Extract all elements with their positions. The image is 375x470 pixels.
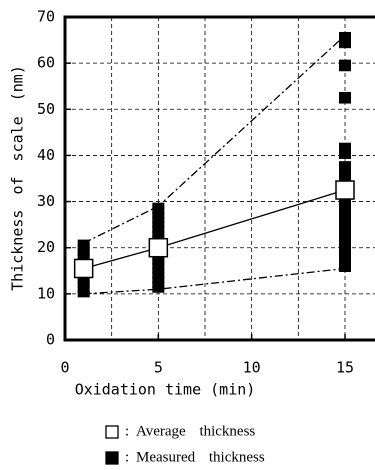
legend-separator: : bbox=[125, 423, 129, 439]
measured-point bbox=[339, 41, 351, 49]
measured-point bbox=[339, 142, 351, 150]
measured-point bbox=[77, 290, 90, 298]
measured-point bbox=[339, 225, 351, 233]
y-tick-label: 20 bbox=[37, 238, 55, 256]
y-tick-label: 30 bbox=[37, 192, 55, 210]
measured-point bbox=[339, 91, 351, 99]
x-tick-label: 15 bbox=[336, 359, 354, 377]
measured-point bbox=[77, 285, 90, 293]
measured-point bbox=[339, 234, 351, 242]
measured-point bbox=[339, 202, 351, 210]
measured-point bbox=[339, 258, 351, 266]
measured-point bbox=[152, 225, 165, 233]
y-tick-label: 50 bbox=[37, 100, 55, 118]
measured-point bbox=[152, 207, 165, 215]
measured-point bbox=[339, 198, 351, 206]
y-tick-label: 70 bbox=[37, 8, 55, 26]
measured-point bbox=[152, 276, 165, 284]
average-point bbox=[148, 237, 169, 258]
measured-point bbox=[339, 64, 351, 72]
legend-label: Measured thickness bbox=[136, 449, 265, 465]
legend-icon bbox=[105, 425, 119, 439]
measured-point bbox=[152, 285, 165, 293]
measured-point bbox=[152, 267, 165, 275]
average-point bbox=[73, 258, 94, 279]
measured-point bbox=[339, 165, 351, 173]
measured-point bbox=[339, 36, 351, 44]
measured-point bbox=[152, 230, 165, 238]
y-tick-label: 10 bbox=[37, 284, 55, 302]
measured-point bbox=[339, 175, 351, 182]
measured-point bbox=[339, 244, 351, 252]
measured-point bbox=[339, 230, 351, 238]
measured-point bbox=[152, 211, 165, 219]
measured-point bbox=[339, 59, 351, 67]
measured-point bbox=[77, 248, 90, 256]
measured-point bbox=[152, 262, 165, 270]
legend-separator: : bbox=[125, 449, 129, 465]
measured-point bbox=[339, 147, 351, 155]
measured-point bbox=[339, 31, 351, 39]
measured-point bbox=[152, 271, 165, 279]
measured-point bbox=[77, 276, 90, 284]
measured-point bbox=[77, 253, 90, 261]
y-axis-label: Thickness of scale (nm) bbox=[9, 65, 27, 291]
measured-point bbox=[77, 281, 90, 289]
measured-point bbox=[152, 281, 165, 289]
measured-point bbox=[152, 258, 165, 266]
measured-point bbox=[339, 216, 351, 224]
envelope-line bbox=[83, 267, 346, 295]
x-tick-label: 5 bbox=[154, 359, 163, 377]
y-tick-label: 60 bbox=[37, 54, 55, 72]
measured-point bbox=[152, 221, 165, 229]
measured-point bbox=[339, 264, 351, 272]
measured-point bbox=[152, 202, 165, 210]
measured-point bbox=[152, 216, 165, 224]
measured-point bbox=[339, 96, 351, 104]
measured-point bbox=[339, 207, 351, 215]
measured-point bbox=[77, 239, 90, 247]
legend-label: Average thickness bbox=[136, 423, 255, 439]
envelope-line bbox=[83, 34, 346, 244]
y-tick-label: 0 bbox=[46, 331, 55, 349]
measured-point bbox=[339, 211, 351, 219]
measured-point bbox=[339, 161, 351, 169]
measured-point bbox=[77, 244, 90, 252]
average-point bbox=[335, 180, 355, 200]
measured-point bbox=[339, 253, 351, 261]
plot-frame bbox=[63, 15, 375, 342]
measured-point bbox=[339, 248, 351, 256]
measured-point bbox=[339, 170, 351, 178]
x-axis-label: Oxidation time (min) bbox=[75, 381, 256, 399]
legend-icon bbox=[105, 451, 119, 465]
measured-point bbox=[339, 239, 351, 247]
x-tick-label: 10 bbox=[243, 359, 261, 377]
measured-point bbox=[339, 151, 351, 159]
measured-point bbox=[339, 221, 351, 229]
y-tick-label: 40 bbox=[37, 146, 55, 164]
x-tick-label: 0 bbox=[60, 359, 69, 377]
